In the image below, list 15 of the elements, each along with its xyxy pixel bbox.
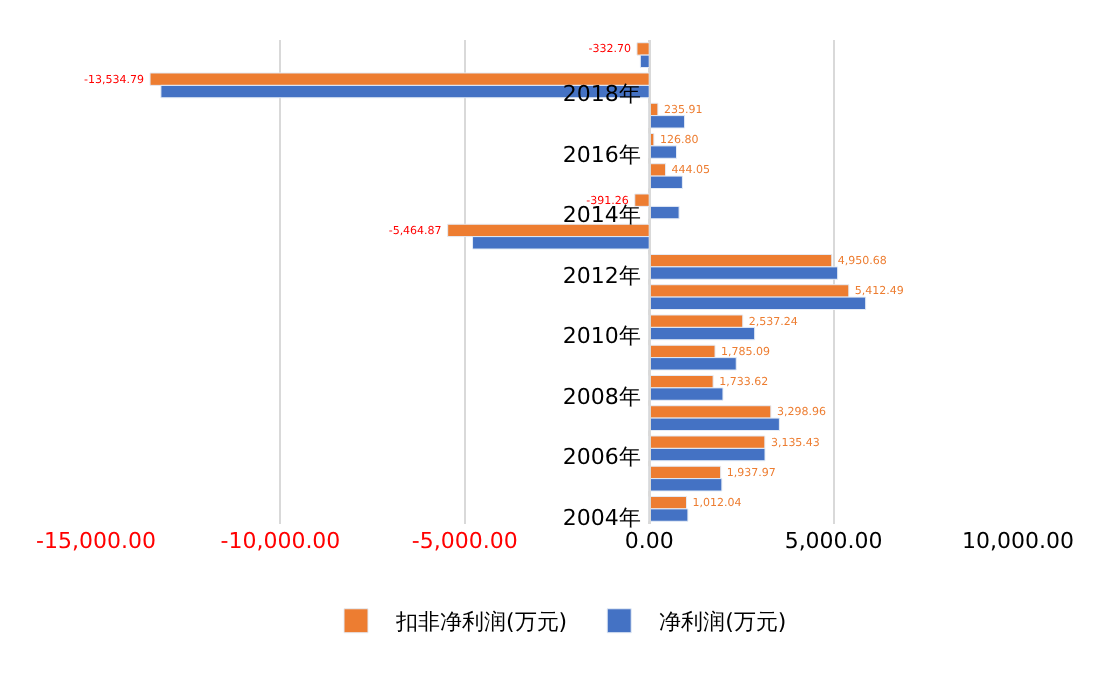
legend-label: 扣非净利润(万元) xyxy=(394,609,568,636)
y-tick-label: 2010年 xyxy=(562,323,641,350)
y-tick-label: 2016年 xyxy=(562,141,641,168)
y-tick-label: 2014年 xyxy=(562,202,641,229)
y-tick-label: 2006年 xyxy=(562,444,641,471)
y-tick-label: 2008年 xyxy=(562,383,641,410)
x-tick-label: -10,000.00 xyxy=(220,528,341,554)
x-tick-label: -15,000.00 xyxy=(36,528,156,554)
x-tick-label: 10,000.00 xyxy=(962,528,1074,554)
legend-label: 净利润(万元) xyxy=(659,609,787,636)
y-tick-label: 2012年 xyxy=(562,262,641,289)
x-tick-label: 5,000.00 xyxy=(784,528,883,554)
x-tick-label: 0.00 xyxy=(624,528,674,554)
x-tick-label: -5,000.00 xyxy=(411,528,518,554)
y-tick-label: 2004年 xyxy=(562,504,641,531)
